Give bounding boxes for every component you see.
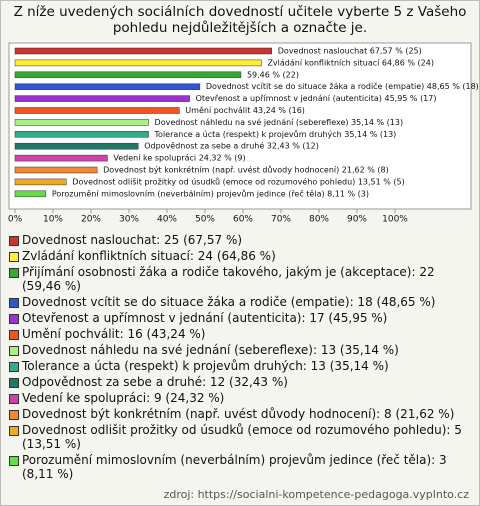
bar	[14, 142, 139, 150]
x-tick-label: 10%	[43, 215, 63, 225]
x-tick-label: 100%	[382, 215, 408, 225]
x-tick-label: 70%	[271, 215, 291, 225]
bar-label: Umění pochválit 43,24 % (16)	[185, 106, 305, 115]
x-tick-label: 20%	[81, 215, 101, 225]
legend-text: Odpovědnost za sebe a druhé: 12 (32,43 %…	[22, 375, 288, 389]
legend-swatch	[9, 330, 19, 340]
bar	[14, 95, 190, 102]
legend-swatch	[9, 426, 19, 436]
bar	[14, 131, 149, 138]
legend-item: Dovednost naslouchat: 25 (67,57 %)	[9, 233, 473, 247]
bar	[14, 154, 108, 162]
legend-swatch	[9, 252, 19, 262]
bar-label: Dovednost náhledu na své jednání (sebere…	[155, 117, 404, 127]
legend-swatch	[9, 236, 19, 246]
legend-swatch	[9, 298, 19, 308]
x-tick-label: 60%	[233, 215, 253, 225]
bar	[14, 190, 47, 198]
x-tick-label: 90%	[347, 215, 367, 225]
legend-text: Tolerance a úcta (respekt) k projevům dr…	[22, 359, 389, 373]
bar-label: Dovednost být konkrétním (např. uvést dů…	[103, 165, 389, 175]
bar	[14, 59, 262, 67]
legend-item: Tolerance a úcta (respekt) k projevům dr…	[9, 359, 473, 373]
legend-swatch	[9, 394, 19, 404]
bar	[14, 119, 149, 126]
legend-text: Umění pochválit: 16 (43,24 %)	[22, 327, 206, 341]
x-tick-label: 30%	[119, 215, 139, 225]
legend-swatch	[9, 378, 19, 388]
legend-swatch	[9, 314, 19, 324]
bar-label: Odpovědnost za sebe a druhé 32,43 % (12)	[144, 141, 319, 151]
legend-item: Odpovědnost za sebe a druhé: 12 (32,43 %…	[9, 375, 473, 389]
bar	[14, 107, 180, 114]
legend-item: Umění pochválit: 16 (43,24 %)	[9, 327, 473, 341]
legend-item: Dovednost vcítit se do situace žáka a ro…	[9, 295, 473, 309]
x-tick-label: 0%	[8, 215, 23, 225]
legend-text: Dovednost náhledu na své jednání (sebere…	[22, 343, 399, 357]
legend-swatch	[9, 268, 19, 278]
legend-text: Porozumění mimoslovním (neverbálním) pro…	[22, 453, 447, 481]
bar	[14, 166, 98, 174]
legend-text: Vedení ke spolupráci: 9 (24,32 %)	[22, 391, 225, 405]
legend-item: Vedení ke spolupráci: 9 (24,32 %)	[9, 391, 473, 405]
legend-text: Zvládání konfliktních situací: 24 (64,86…	[22, 249, 276, 263]
bar-label: Dovednost odlišit prožitky od úsudků (em…	[72, 176, 404, 186]
legend-text: Přijímání osobnosti žáka a rodiče takové…	[22, 265, 435, 293]
legend-text: Dovednost odlišit prožitky od úsudků (em…	[22, 423, 462, 451]
x-tick-label: 50%	[195, 215, 215, 225]
bar	[14, 83, 201, 90]
legend-item: Přijímání osobnosti žáka a rodiče takové…	[9, 265, 473, 293]
legend-swatch	[9, 346, 19, 356]
legend-swatch	[9, 410, 19, 420]
legend-item: Porozumění mimoslovním (neverbálním) pro…	[9, 453, 473, 481]
source: zdroj: https://socialni-kompetence-pedag…	[163, 488, 469, 501]
legend-item: Zvládání konfliktních situací: 24 (64,86…	[9, 249, 473, 263]
bar-label: Otevřenost a upřímnost v jednání (autent…	[196, 94, 437, 103]
legend-text: Dovednost být konkrétním (např. uvést dů…	[22, 407, 455, 421]
legend-item: Otevřenost a upřímnost v jednání (autent…	[9, 311, 473, 325]
bar-label: Zvládání konfliktních situací 64,86 % (2…	[267, 58, 433, 67]
bar-label: Porozumění mimoslovním (neverbálním) pro…	[52, 188, 369, 198]
legend-item: Dovednost být konkrétním (např. uvést dů…	[9, 407, 473, 421]
chart-title: Z níže uvedených sociálních dovedností u…	[13, 4, 467, 36]
legend: Dovednost naslouchat: 25 (67,57 %) Zvládá…	[9, 233, 473, 483]
legend-swatch	[9, 456, 19, 466]
bar	[14, 71, 242, 79]
legend-swatch	[9, 362, 19, 372]
legend-text: Dovednost vcítit se do situace žáka a ro…	[22, 295, 436, 309]
legend-item: Dovednost náhledu na své jednání (sebere…	[9, 343, 473, 357]
legend-text: Otevřenost a upřímnost v jednání (autent…	[22, 311, 388, 325]
plot-area	[8, 42, 472, 210]
bar-label: Dovednost naslouchat 67,57 % (25)	[278, 47, 422, 56]
bar-label: Dovednost vcítit se do situace žáka a ro…	[206, 81, 479, 91]
chart: 0% 10% 20% 30% 40% 50% 60% 70% 80% 90% 100% Dovedno…	[8, 42, 479, 225]
x-tick-label: 80%	[309, 215, 329, 225]
bar	[14, 178, 67, 186]
bar-label: 59,46 % (22)	[247, 70, 299, 79]
bar	[14, 47, 273, 55]
legend-text: Dovednost naslouchat: 25 (67,57 %)	[22, 233, 243, 247]
legend-item: Dovednost odlišit prožitky od úsudků (em…	[9, 423, 473, 451]
x-tick-label: 40%	[157, 215, 177, 225]
bar-label: Tolerance a úcta (respekt) k projevům dr…	[154, 129, 397, 139]
bar-label: Vedení ke spolupráci 24,32 % (9)	[113, 154, 245, 163]
